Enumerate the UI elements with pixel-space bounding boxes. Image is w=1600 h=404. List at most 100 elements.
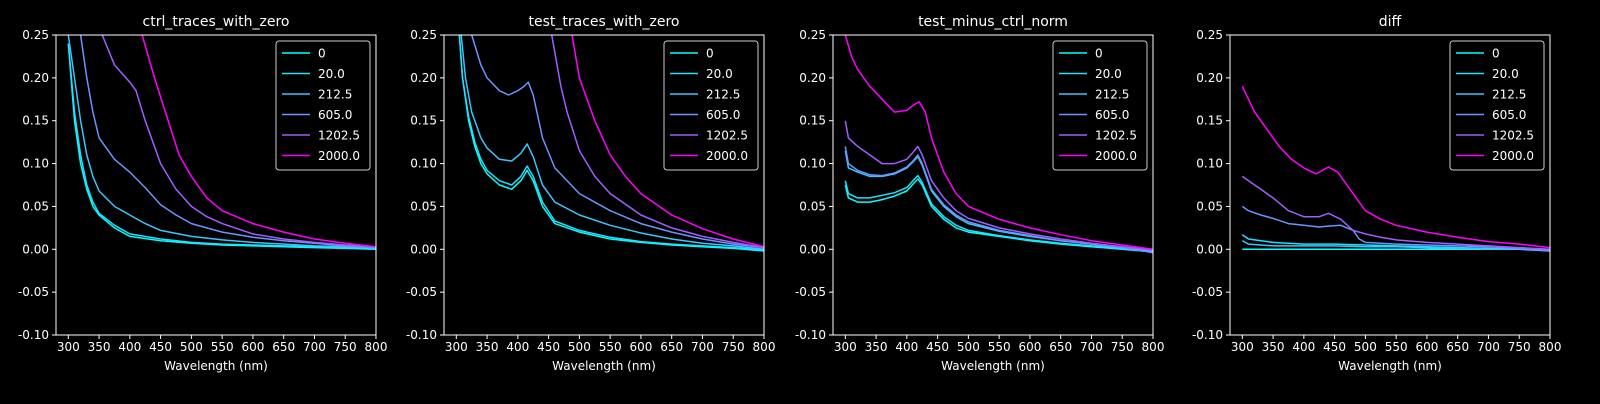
x-tick-label: 350 [476, 340, 499, 354]
y-tick-label: 0.00 [410, 242, 437, 256]
y-tick-label: 0.10 [410, 157, 437, 171]
legend-label: 605.0 [318, 108, 352, 122]
y-tick-label: 0.20 [799, 71, 826, 85]
x-tick-label: 300 [834, 340, 857, 354]
legend-label: 20.0 [318, 67, 345, 81]
legend-label: 212.5 [318, 88, 352, 102]
series-line-2000-0 [141, 35, 376, 248]
legend-label: 20.0 [1095, 67, 1122, 81]
x-tick-label: 650 [272, 340, 295, 354]
y-tick-label: 0.25 [1196, 28, 1223, 42]
axes-frame [55, 34, 377, 336]
chart-panel-1: 300 350 400 450 500 550 600 650 700 750 800 -0.10 -0… [18, 14, 388, 373]
legend-label: 0 [318, 47, 326, 61]
series-line-20-0 [67, 43, 376, 250]
x-tick-label: 300 [57, 340, 80, 354]
y-tick-label: 0.00 [799, 242, 826, 256]
y-tick-label: 0.15 [410, 114, 437, 128]
legend-label: 2000.0 [1095, 149, 1137, 163]
x-tick-label: 550 [211, 340, 234, 354]
legend-label: 605.0 [1095, 108, 1129, 122]
x-tick-label: 750 [1508, 340, 1531, 354]
chart-title: diff [1379, 14, 1402, 30]
y-tick-label: -0.10 [795, 328, 826, 342]
legend-label: 605.0 [1492, 108, 1526, 122]
series-line-212-5 [1241, 240, 1550, 251]
x-tick-label: 400 [506, 340, 529, 354]
y-tick-label: 0.05 [799, 199, 826, 213]
x-tick-label: 700 [303, 340, 326, 354]
legend-label: 1202.5 [1492, 129, 1534, 143]
legend-label: 1202.5 [706, 129, 748, 143]
x-tick-label: 800 [1142, 340, 1165, 354]
legend: 0 20.0 212.5 605.0 1202.5 2000.0 [1449, 40, 1545, 171]
axes-frame [443, 34, 765, 336]
x-tick-label: 800 [365, 340, 388, 354]
x-tick-label: 500 [180, 340, 203, 354]
x-tick-label: 400 [1292, 340, 1315, 354]
y-tick-label: 0.15 [22, 114, 49, 128]
x-tick-label: 350 [88, 340, 111, 354]
x-axis-label: Wavelength (nm) [1338, 359, 1442, 373]
y-tick-label: -0.05 [795, 285, 826, 299]
x-tick-label: 400 [895, 340, 918, 354]
chart-title: test_traces_with_zero [529, 14, 680, 30]
series-line-605-0 [79, 35, 376, 249]
x-tick-label: 500 [957, 340, 980, 354]
series-line-2000-0 [1241, 86, 1550, 249]
chart-title: test_minus_ctrl_norm [918, 14, 1068, 30]
chart-panel-2: 300 350 400 450 500 550 600 650 700 750 800 -0.10 -0… [406, 14, 776, 373]
x-tick-label: 650 [660, 340, 683, 354]
legend-label: 2000.0 [318, 149, 360, 163]
x-tick-label: 300 [445, 340, 468, 354]
x-tick-label: 400 [118, 340, 141, 354]
y-tick-label: 0.10 [22, 157, 49, 171]
y-tick-label: 0.10 [1196, 157, 1223, 171]
y-tick-label: -0.05 [18, 285, 49, 299]
x-tick-label: 600 [241, 340, 264, 354]
x-tick-label: 550 [988, 340, 1011, 354]
legend-label: 20.0 [706, 67, 733, 81]
chart-panel-4: 300 350 400 450 500 550 600 650 700 750 800 -0.10 -0… [1192, 14, 1562, 373]
y-tick-label: 0.20 [22, 71, 49, 85]
legend-label: 0 [706, 47, 714, 61]
y-tick-label: -0.05 [406, 285, 437, 299]
legend-label: 1202.5 [1095, 129, 1137, 143]
y-tick-label: 0.25 [410, 28, 437, 42]
x-tick-label: 450 [926, 340, 949, 354]
x-tick-label: 650 [1049, 340, 1072, 354]
axes-frame [1229, 34, 1551, 336]
chart-panel-3: 300 350 400 450 500 550 600 650 700 750 800 -0.10 -0… [795, 14, 1165, 373]
x-tick-label: 300 [1231, 340, 1254, 354]
series-line-1202-5 [550, 35, 764, 249]
x-axis-label: Wavelength (nm) [164, 359, 268, 373]
legend-label: 212.5 [1492, 88, 1526, 102]
series-line-1202-5 [1241, 175, 1550, 251]
x-tick-label: 700 [1080, 340, 1103, 354]
series-line-2000-0 [844, 35, 1153, 251]
x-tick-label: 450 [1323, 340, 1346, 354]
x-tick-label: 700 [1477, 340, 1500, 354]
legend: 0 20.0 212.5 605.0 1202.5 2000.0 [1052, 40, 1148, 171]
x-tick-label: 600 [1018, 340, 1041, 354]
x-tick-label: 750 [722, 340, 745, 354]
y-tick-label: 0.00 [1196, 242, 1223, 256]
y-tick-label: -0.10 [1192, 328, 1223, 342]
x-tick-label: 800 [1539, 340, 1562, 354]
y-tick-label: -0.10 [18, 328, 49, 342]
x-tick-label: 450 [149, 340, 172, 354]
x-tick-label: 750 [1111, 340, 1134, 354]
legend-label: 2000.0 [706, 149, 748, 163]
y-tick-label: 0.05 [22, 199, 49, 213]
chart-title: ctrl_traces_with_zero [143, 14, 290, 30]
legend-label: 212.5 [706, 88, 740, 102]
y-tick-label: 0.15 [1196, 114, 1223, 128]
series-line-0 [844, 178, 1153, 253]
x-tick-label: 500 [568, 340, 591, 354]
x-tick-label: 700 [691, 340, 714, 354]
y-tick-label: 0.20 [1196, 71, 1223, 85]
series-line-1202-5 [101, 35, 376, 248]
legend-label: 1202.5 [318, 129, 360, 143]
legend-label: 0 [1095, 47, 1103, 61]
